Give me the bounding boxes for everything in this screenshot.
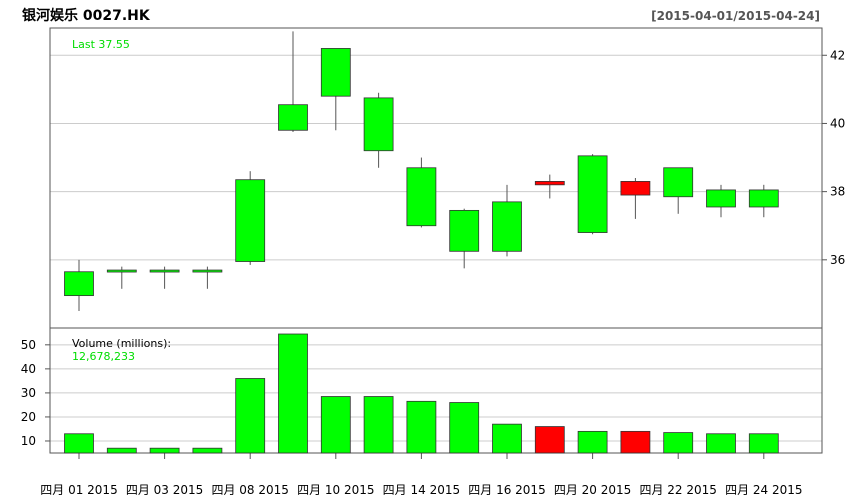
volume-bar: [706, 433, 736, 454]
volume-bar: [106, 447, 137, 454]
volume-bar: [663, 432, 694, 454]
volume-tick-label: 10: [21, 434, 36, 448]
volume-bar: [449, 402, 480, 454]
candle-body: [706, 189, 736, 208]
candle-body: [363, 97, 394, 152]
candles: [64, 31, 779, 311]
candle-body: [192, 269, 223, 273]
candle-body: [106, 269, 137, 273]
candle-body: [149, 269, 180, 273]
candle-body: [620, 181, 651, 196]
volume-bar: [534, 426, 565, 454]
date-range: [2015-04-01/2015-04-24]: [651, 9, 820, 23]
volume-bar: [278, 333, 308, 454]
volume-tick-label: 50: [21, 338, 36, 352]
x-tick-label: 四月 08 2015: [211, 483, 288, 497]
x-tick-label: 四月 20 2015: [554, 483, 631, 497]
volume-bar: [406, 400, 437, 454]
volume-tick-label: 40: [21, 362, 36, 376]
chart-title: 银河娱乐 0027.HK: [22, 7, 151, 24]
price-tick-label: 36: [830, 253, 845, 267]
candle-body: [64, 271, 94, 297]
volume-bar: [748, 433, 779, 454]
x-tick-label: 四月 03 2015: [126, 483, 203, 497]
volume-bar: [492, 423, 522, 454]
candle-body: [406, 167, 437, 227]
candle-body: [748, 189, 779, 208]
volume-bar: [192, 447, 223, 454]
price-tick-label: 40: [830, 116, 845, 130]
last-price-label: Last 37.55: [72, 38, 130, 51]
volume-tick-label: 30: [21, 386, 36, 400]
plot-frame: [49, 27, 823, 454]
x-axis: 四月 01 2015 四月 03 2015 四月 08 2015 四月 10 2015…: [40, 453, 803, 497]
price-axis: 36 38 40 42: [822, 48, 845, 267]
candle-body: [320, 48, 351, 97]
candle-body: [663, 167, 694, 198]
x-tick-label: 四月 24 2015: [725, 483, 802, 497]
volume-bar: [620, 430, 651, 454]
candle-body: [235, 179, 266, 262]
volume-bar: [363, 396, 394, 454]
volume-bar: [320, 396, 351, 454]
volume-axis: 10 20 30 40 50: [21, 338, 50, 448]
x-tick-label: 四月 16 2015: [468, 483, 545, 497]
volume-bars: [64, 333, 779, 454]
candle-body: [449, 209, 480, 252]
candle-body: [577, 155, 608, 233]
candle-body: [278, 104, 308, 131]
candle-body: [492, 201, 522, 252]
x-tick-label: 四月 01 2015: [40, 483, 117, 497]
volume-label: Volume (millions):: [72, 337, 171, 350]
price-tick-label: 42: [830, 48, 845, 62]
x-tick-label: 四月 14 2015: [383, 483, 460, 497]
x-tick-label: 四月 10 2015: [297, 483, 374, 497]
volume-bar: [64, 433, 94, 454]
volume-value: 12,678,233: [72, 350, 135, 363]
volume-bar: [149, 447, 180, 454]
volume-bar: [577, 430, 608, 454]
candle-body: [534, 181, 565, 186]
x-tick-label: 四月 22 2015: [639, 483, 716, 497]
price-tick-label: 38: [830, 185, 845, 199]
price-grid: [50, 54, 822, 261]
volume-tick-label: 20: [21, 410, 36, 424]
volume-bar: [235, 378, 266, 454]
